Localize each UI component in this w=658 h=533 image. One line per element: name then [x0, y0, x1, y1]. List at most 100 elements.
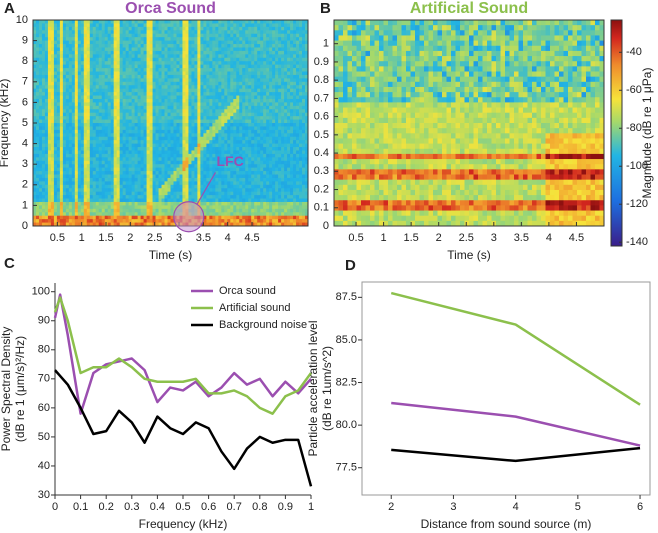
spectrogram-cell	[266, 147, 269, 151]
spectrogram-cell	[176, 102, 179, 106]
spectrogram-cell	[191, 164, 194, 168]
spectrogram-cell	[176, 168, 179, 172]
spectrogram-cell	[278, 161, 281, 165]
spectrogram-cell	[182, 34, 185, 38]
spectrogram-cell	[39, 126, 42, 130]
spectrogram-cell	[54, 116, 57, 120]
spectrogram-cell	[42, 75, 45, 79]
spectrogram-cell	[251, 171, 254, 175]
spectrogram-cell	[120, 212, 123, 216]
spectrogram-cell	[72, 75, 75, 79]
spectrogram-cell	[260, 85, 263, 89]
spectrogram-cell	[96, 133, 99, 137]
spectrogram-cell	[54, 23, 57, 27]
spectrogram-cell	[197, 130, 200, 134]
spectrogram-cell	[66, 113, 69, 117]
spectrogram-cell	[245, 109, 248, 113]
spectrogram-cell	[179, 150, 182, 154]
spectrogram-cell	[102, 150, 105, 154]
spectrogram-cell	[120, 116, 123, 120]
spectrogram-cell	[99, 96, 102, 100]
spectrogram-cell	[126, 47, 129, 51]
spectrogram-cell	[75, 202, 78, 206]
spectrogram-cell	[173, 37, 176, 41]
spectrogram-cell	[114, 168, 117, 172]
spectrogram-cell	[245, 72, 248, 76]
spectrogram-cell	[114, 192, 117, 196]
spectrogram-cell	[197, 178, 200, 182]
spectrogram-cell	[215, 85, 218, 89]
spectrogram-cell	[45, 144, 48, 148]
spectrogram-cell	[84, 109, 87, 113]
spectrogram-cell	[69, 75, 72, 79]
spectrogram-cell	[141, 133, 144, 137]
spectrogram-cell	[206, 27, 209, 31]
spectrogram-cell	[39, 65, 42, 69]
spectrogram-cell	[135, 113, 138, 117]
spectrogram-cell	[123, 58, 126, 62]
spectrogram-cell	[215, 113, 218, 117]
spectrogram-cell	[176, 65, 179, 69]
spectrogram-cell	[233, 212, 236, 216]
spectrogram-cell	[171, 78, 174, 82]
spectrogram-cell	[212, 192, 215, 196]
spectrogram-cell	[224, 72, 227, 76]
spectrogram-cell	[266, 72, 269, 76]
spectrogram-cell	[42, 192, 45, 196]
spectrogram-cell	[126, 181, 129, 185]
spectrogram-cell	[114, 133, 117, 137]
spectrogram-cell	[156, 178, 159, 182]
spectrogram-cell	[168, 140, 171, 144]
spectrogram-cell	[66, 171, 69, 175]
spectrogram-cell	[233, 137, 236, 141]
spectrogram-cell	[171, 27, 174, 31]
spectrogram-cell	[39, 147, 42, 151]
spectrogram-cell	[209, 137, 212, 141]
spectrogram-cell	[66, 41, 69, 45]
spectrogram-cell	[212, 96, 215, 100]
spectrogram-cell	[33, 41, 36, 45]
spectrogram-cell	[239, 96, 242, 100]
spectrogram-cell	[63, 20, 66, 24]
spectrogram-cell	[224, 188, 227, 192]
spectrogram-cell	[209, 41, 212, 45]
spectrogram-cell	[138, 65, 141, 69]
spectrogram-cell	[257, 92, 260, 96]
spectrogram-cell	[144, 192, 147, 196]
spectrogram-cell	[212, 188, 215, 192]
spectrogram-cell	[102, 202, 105, 206]
spectrogram-cell	[278, 85, 281, 89]
spectrogram-cell	[251, 44, 254, 48]
spectrogram-cell	[36, 72, 39, 76]
spectrogram-cell	[254, 202, 257, 206]
spectrogram-cell	[224, 54, 227, 58]
spectrogram-cell	[248, 34, 251, 38]
spectrogram-cell	[242, 188, 245, 192]
spectrogram-cell	[230, 65, 233, 69]
spectrogram-cell	[48, 34, 51, 38]
spectrogram-cell	[60, 78, 63, 82]
spectrogram-cell	[200, 164, 203, 168]
spectrogram-cell	[168, 44, 171, 48]
spectrogram-cell	[278, 44, 281, 48]
spectrogram-cell	[233, 120, 236, 124]
spectrogram-cell	[147, 113, 150, 117]
spectrogram-cell	[242, 120, 245, 124]
spectrogram-cell	[257, 20, 260, 24]
spectrogram-cell	[156, 23, 159, 27]
spectrogram-cell	[99, 209, 102, 213]
spectrogram-cell	[194, 147, 197, 151]
spectrogram-cell	[153, 23, 156, 27]
spectrogram-cell	[54, 126, 57, 130]
spectrogram-cell	[141, 82, 144, 86]
spectrogram-cell	[266, 202, 269, 206]
spectrogram-cell	[185, 133, 188, 137]
spectrogram-cell	[182, 195, 185, 199]
spectrogram-cell	[197, 175, 200, 179]
spectrogram-cell	[147, 41, 150, 45]
spectrogram-cell	[159, 219, 162, 223]
spectrogram-cell	[272, 78, 275, 82]
spectrogram-cell	[206, 126, 209, 130]
spectrogram-cell	[75, 34, 78, 38]
spectrogram-cell	[42, 27, 45, 31]
